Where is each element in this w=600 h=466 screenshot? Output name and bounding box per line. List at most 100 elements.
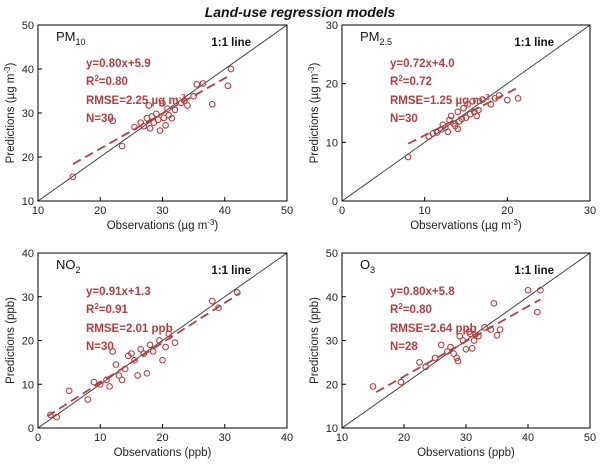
panel-3: 0 10 20 30 40 0 10 20 30 40 Observations (ppb) Pred… xyxy=(5,248,293,459)
x-tick-label: 20 xyxy=(398,432,410,444)
r-squared: R2=0.72 xyxy=(390,74,432,88)
rmse: RMSE=1.25 µg m-3 xyxy=(390,93,490,107)
data-point xyxy=(450,350,457,357)
data-point xyxy=(168,114,176,122)
pollutant-label: PM10 xyxy=(56,29,86,47)
data-point xyxy=(416,359,423,366)
y-tick-label: 20 xyxy=(22,152,34,164)
data-point xyxy=(429,130,437,137)
chart-panels: 10 20 30 40 50 10 20 30 40 50 Observations (µg m-3… xyxy=(3,20,596,459)
data-point xyxy=(140,122,148,130)
data-point xyxy=(159,99,166,107)
data-point xyxy=(146,341,154,349)
x-tick-label: 10 xyxy=(336,432,348,444)
pollutant-label: PM2.5 xyxy=(360,29,392,47)
r-squared: R2=0.91 xyxy=(86,302,128,316)
y-tick-label: 0 xyxy=(28,423,34,435)
data-point xyxy=(145,102,153,109)
x-tick-label: 50 xyxy=(584,432,596,444)
data-point xyxy=(106,383,113,390)
identity-line-label: 1:1 line xyxy=(211,265,251,277)
data-point xyxy=(118,376,126,384)
data-point xyxy=(479,96,486,103)
data-point xyxy=(233,289,241,296)
data-point xyxy=(143,369,151,377)
data-point xyxy=(215,304,222,312)
y-tick-label: 10 xyxy=(22,379,34,391)
data-point xyxy=(137,119,145,127)
figure-title: Land-use regression models xyxy=(205,4,396,20)
data-point xyxy=(460,104,467,112)
regression-line xyxy=(46,292,241,418)
data-point xyxy=(184,102,191,109)
panel-4: 10 20 30 40 50 10 20 30 40 50 Observations (ppb) Pr… xyxy=(309,248,596,459)
data-point xyxy=(447,343,454,351)
data-point xyxy=(190,92,197,100)
data-point xyxy=(453,354,461,362)
sample-size: N=30 xyxy=(86,113,114,125)
y-tick-label: 30 xyxy=(22,292,34,304)
y-axis-label: Predictions (µg m-3) xyxy=(3,63,17,164)
data-point xyxy=(165,330,173,338)
x-axis-label: Observations (µg m-3) xyxy=(107,218,219,232)
data-point xyxy=(404,153,412,161)
x-tick-label: 20 xyxy=(94,205,106,217)
data-point xyxy=(134,372,141,379)
x-tick-label: 50 xyxy=(281,205,293,217)
data-point xyxy=(493,331,501,339)
panel-2: 0 10 20 30 0 10 20 30 Observations (µg m-3) Predi… xyxy=(307,20,596,232)
data-point xyxy=(146,125,154,132)
data-point xyxy=(121,365,129,373)
fit-equation: y=0.80x+5.8 xyxy=(390,286,455,298)
y-tick-label: 30 xyxy=(22,108,34,120)
sample-size: N=30 xyxy=(390,113,418,125)
sample-size: N=28 xyxy=(390,341,418,353)
data-point xyxy=(487,326,495,333)
identity-line-label: 1:1 line xyxy=(514,37,554,49)
fit-equation: y=0.91x+1.3 xyxy=(86,286,151,298)
y-tick-label: 40 xyxy=(326,292,338,304)
data-point xyxy=(164,105,171,112)
pollutant-label: NO2 xyxy=(56,257,81,275)
data-point xyxy=(84,396,92,403)
data-point xyxy=(171,339,179,347)
data-point xyxy=(397,378,405,386)
data-point xyxy=(159,356,166,364)
x-tick-label: 10 xyxy=(32,205,44,217)
data-point xyxy=(458,115,466,123)
data-point xyxy=(152,110,160,118)
x-axis-label: Observations (ppb) xyxy=(114,447,212,459)
x-tick-label: 20 xyxy=(501,205,513,217)
data-point xyxy=(469,97,476,105)
x-tick-label: 30 xyxy=(156,205,168,217)
x-tick-label: 0 xyxy=(339,205,345,217)
x-tick-label: 10 xyxy=(94,432,106,444)
r-squared: R2=0.80 xyxy=(390,302,432,316)
data-point xyxy=(112,361,120,368)
x-tick-label: 40 xyxy=(219,205,231,217)
data-point xyxy=(459,337,467,344)
data-point xyxy=(444,128,452,136)
y-tick-label: 50 xyxy=(326,248,338,260)
data-point xyxy=(156,127,164,134)
identity-line-label: 1:1 line xyxy=(211,37,251,49)
data-point xyxy=(462,114,470,122)
data-point xyxy=(444,348,451,355)
data-point xyxy=(47,411,54,419)
plot-frame xyxy=(341,24,591,202)
data-point xyxy=(150,119,158,127)
x-tick-label: 30 xyxy=(460,432,472,444)
x-axis-label: Observations (µg m-3) xyxy=(410,218,522,232)
data-point xyxy=(447,112,455,120)
data-point xyxy=(109,348,117,355)
data-point xyxy=(208,297,216,305)
data-point xyxy=(473,112,481,120)
data-point xyxy=(462,345,470,353)
data-point xyxy=(69,173,77,181)
data-point xyxy=(131,123,138,131)
pollutant-label: O3 xyxy=(360,257,375,275)
x-tick-label: 30 xyxy=(584,205,596,217)
x-tick-label: 30 xyxy=(219,432,231,444)
rmse: RMSE=2.01 ppb xyxy=(86,323,173,335)
